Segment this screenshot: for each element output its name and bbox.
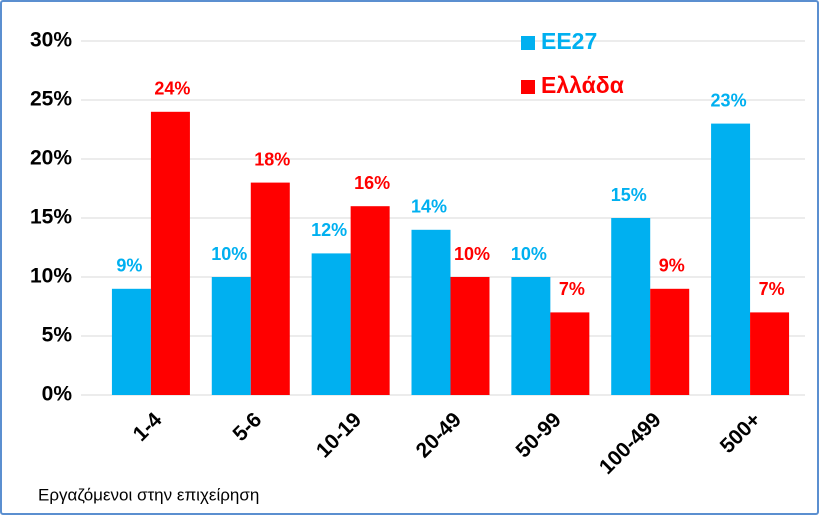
y-tick-label: 5% bbox=[42, 324, 73, 347]
value-label: 10% bbox=[511, 244, 547, 264]
x-tick-label: 10-19 bbox=[312, 408, 366, 462]
legend-label: EE27 bbox=[541, 28, 597, 54]
value-label: 16% bbox=[354, 173, 390, 193]
value-label: 9% bbox=[659, 256, 685, 276]
value-label: 12% bbox=[311, 220, 347, 240]
value-label: 23% bbox=[711, 90, 747, 110]
bar bbox=[711, 123, 751, 395]
x-tick-label: 1-4 bbox=[129, 408, 167, 446]
bar bbox=[111, 288, 151, 395]
value-label: 15% bbox=[611, 185, 647, 205]
y-tick-label: 0% bbox=[42, 383, 73, 406]
bar bbox=[550, 312, 590, 395]
value-label: 7% bbox=[559, 279, 585, 299]
bar bbox=[511, 277, 551, 395]
legend-swatch bbox=[521, 80, 535, 94]
value-label: 18% bbox=[254, 149, 290, 169]
legend-label: Ελλάδα bbox=[541, 72, 624, 98]
bar bbox=[350, 206, 390, 395]
x-tick-label: 20-49 bbox=[412, 408, 466, 462]
bar bbox=[411, 229, 451, 395]
value-label: 24% bbox=[154, 79, 190, 99]
x-tick-label: 500+ bbox=[716, 408, 766, 458]
y-tick-label: 10% bbox=[30, 265, 72, 288]
value-label: 14% bbox=[411, 197, 447, 217]
value-label: 7% bbox=[759, 279, 785, 299]
bar bbox=[211, 277, 251, 395]
x-tick-label: 100-499 bbox=[595, 408, 666, 479]
bar bbox=[150, 111, 190, 396]
bar bbox=[250, 182, 290, 395]
bar bbox=[450, 277, 490, 395]
value-label: 10% bbox=[211, 244, 247, 264]
bar bbox=[650, 288, 690, 395]
x-tick-label: 5-6 bbox=[229, 408, 267, 446]
value-label: 10% bbox=[454, 244, 490, 264]
y-tick-label: 15% bbox=[30, 206, 72, 229]
x-tick-label: 50-99 bbox=[512, 408, 566, 462]
bar bbox=[750, 312, 790, 395]
y-tick-label: 20% bbox=[30, 147, 72, 170]
y-tick-label: 30% bbox=[30, 29, 72, 52]
x-axis-title: Εργαζόμενοι στην επιχείρηση bbox=[38, 485, 259, 504]
bar bbox=[611, 218, 651, 395]
legend-swatch bbox=[521, 36, 535, 50]
y-tick-label: 25% bbox=[30, 88, 72, 111]
value-label: 9% bbox=[116, 256, 142, 276]
bar bbox=[311, 253, 351, 395]
